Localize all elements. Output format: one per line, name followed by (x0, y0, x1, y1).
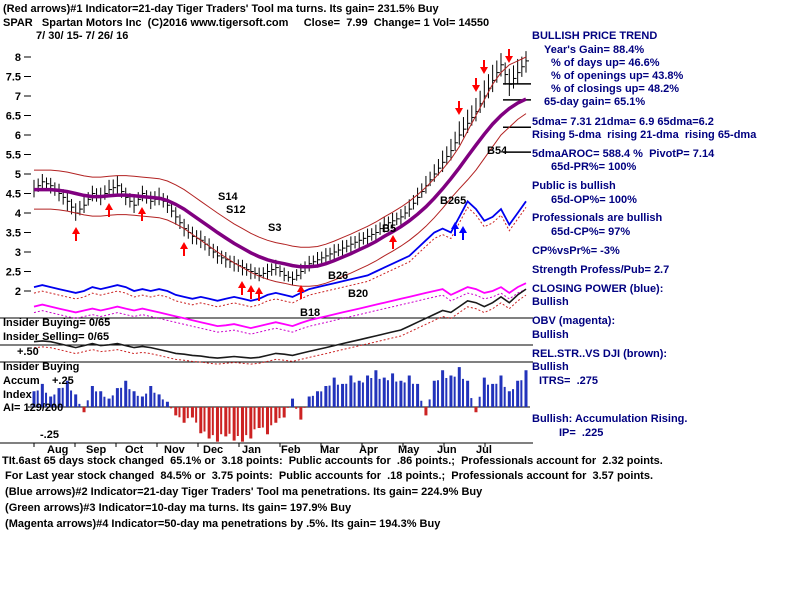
svg-text:2.5: 2.5 (6, 267, 21, 279)
date-range: 7/ 30/ 15- 7/ 26/ 16 (36, 30, 129, 42)
svg-text:7.5: 7.5 (6, 72, 21, 84)
stat-ip: IP= .225 (559, 427, 604, 439)
insider-buying-label-2: Insider Buying (3, 361, 80, 373)
stat-cp-vs-pr: CP%vsPr%= -3% (532, 245, 620, 257)
relstr-heading: REL.STR..VS DJI (brown): (532, 348, 668, 360)
obv-status: Bullish (532, 329, 569, 341)
price-trend-heading: BULLISH PRICE TREND (532, 30, 658, 42)
svg-text:5: 5 (15, 169, 21, 181)
closing-power-heading: CLOSING POWER (blue): (532, 283, 664, 295)
stat-dma-values: 5dma= 7.31 21dma= 6.9 65dma=6.2 (532, 116, 714, 128)
svg-text:S12: S12 (226, 204, 246, 216)
ai-value-label: AI= 129/200 (3, 402, 64, 414)
stat-65d-pr: 65d-PR%= 100% (551, 161, 637, 173)
indicator1-line: (Red arrows)#1 Indicator=21-day Tiger Tr… (3, 3, 439, 15)
svg-text:3.5: 3.5 (6, 228, 21, 240)
public-bullish-label: Public is bullish (532, 180, 616, 192)
insider-buying-label: Insider Buying= 0/65 (3, 317, 111, 329)
svg-text:7: 7 (15, 91, 21, 103)
stat-65d-cp: 65d-CP%= 97% (551, 226, 631, 238)
accum-scale-plus50: +.50 (17, 346, 39, 358)
svg-text:B20: B20 (348, 288, 368, 300)
accum-rising-label: Bullish: Accumulation Rising. (532, 413, 688, 425)
svg-text:Apr: Apr (359, 444, 379, 456)
stat-rising-dmas: Rising 5-dma rising 21-dma rising 65-dma (532, 129, 757, 141)
svg-text:5.5: 5.5 (6, 150, 21, 162)
svg-text:Jul: Jul (476, 444, 492, 456)
svg-text:3: 3 (15, 247, 21, 259)
accum-label: Accum (3, 375, 40, 387)
professionals-bullish-label: Professionals are bullish (532, 212, 663, 224)
svg-text:Oct: Oct (125, 444, 144, 456)
stat-65day-gain: 65-day gain= 65.1% (544, 96, 646, 108)
insider-selling-label: Insider Selling= 0/65 (3, 331, 110, 343)
svg-text:Sep: Sep (86, 444, 106, 456)
svg-text:Dec: Dec (203, 444, 223, 456)
closing-power-status: Bullish (532, 296, 569, 308)
svg-text:B18: B18 (300, 307, 320, 319)
svg-text:B5: B5 (382, 223, 396, 235)
svg-text:4.5: 4.5 (6, 189, 21, 201)
svg-text:B265: B265 (440, 195, 466, 207)
svg-text:B54: B54 (487, 145, 508, 157)
svg-text:Aug: Aug (47, 444, 68, 456)
footer-indicator3-line: (Green arrows)#3 Indicator=10-day ma tur… (2, 502, 352, 514)
stat-days-up: % of days up= 46.6% (551, 57, 660, 69)
stat-65d-op: 65d-OP%= 100% (551, 194, 637, 206)
svg-text:2: 2 (15, 286, 21, 298)
svg-text:Mar: Mar (320, 444, 340, 456)
svg-text:4: 4 (15, 208, 22, 220)
stat-strength-ratio: Strength Profess/Pub= 2.7 (532, 264, 670, 276)
relstr-status: Bullish (532, 361, 569, 373)
stat-aroc-pivot: 5dmaAROC= 588.4 % PivotP= 7.14 (532, 148, 715, 160)
stat-itrs: ITRS= .275 (539, 375, 599, 387)
svg-text:Jun: Jun (437, 444, 457, 456)
accum-scale-minus25: -.25 (40, 429, 59, 441)
svg-text:Feb: Feb (281, 444, 301, 456)
svg-text:S14: S14 (218, 191, 238, 203)
svg-text:Jan: Jan (242, 444, 261, 456)
stat-openings-up: % of openings up= 43.8% (551, 70, 684, 82)
footer-indicator4-line: (Magenta arrows)#4 Indicator=50-day ma p… (2, 518, 441, 530)
footer-65day-summary: TIt.6ast 65 days stock changed 65.1% or … (2, 455, 663, 467)
footer-indicator2-line: (Blue arrows)#2 Indicator=21-day Tiger T… (2, 486, 483, 498)
svg-text:Nov: Nov (164, 444, 186, 456)
stat-closings-up: % of closings up= 48.2% (551, 83, 680, 95)
svg-text:6: 6 (15, 130, 21, 142)
accum-scale-plus25: +.25 (52, 375, 74, 387)
svg-text:S3: S3 (268, 222, 281, 234)
obv-heading: OBV (magenta): (532, 315, 616, 327)
svg-text:6.5: 6.5 (6, 111, 21, 123)
svg-text:8: 8 (15, 52, 21, 64)
svg-text:May: May (398, 444, 420, 456)
stat-years-gain: Year's Gain= 88.4% (544, 44, 645, 56)
footer-year-summary: For Last year stock changed 84.5% or 3.7… (2, 470, 653, 482)
svg-text:B26: B26 (328, 270, 348, 282)
index-label: Index (3, 389, 32, 401)
ticker-title-line: SPAR Spartan Motors Inc (C)2016 www.tige… (3, 17, 490, 29)
